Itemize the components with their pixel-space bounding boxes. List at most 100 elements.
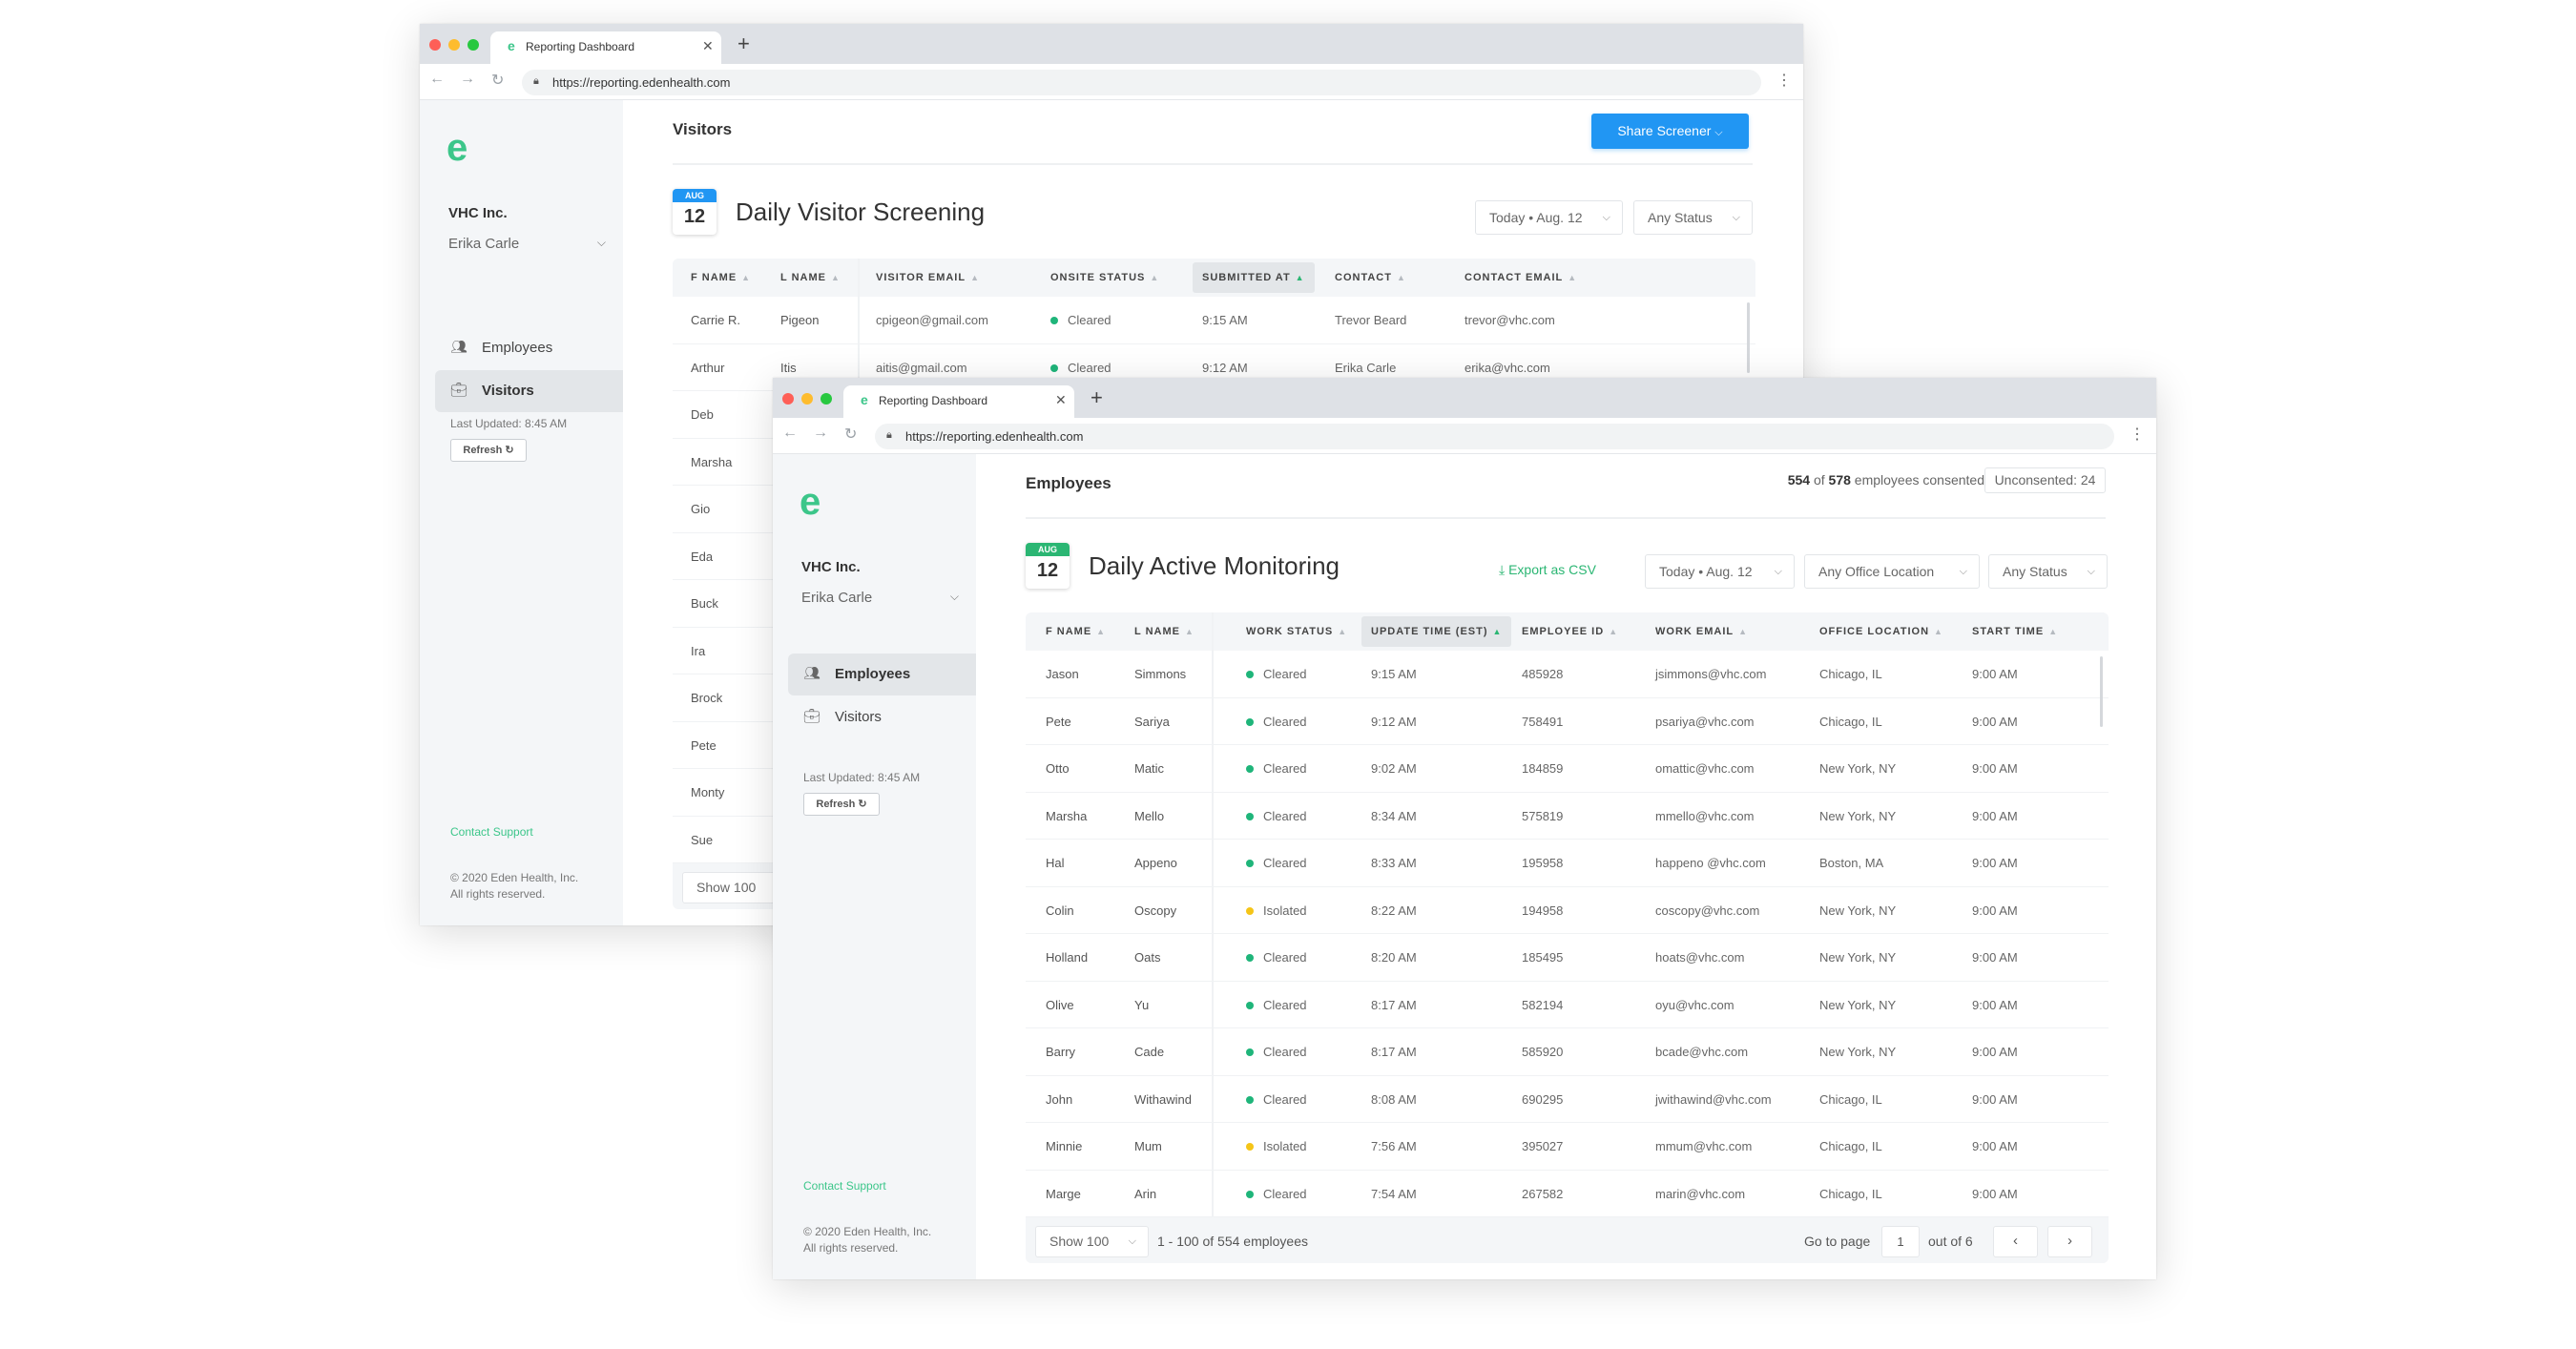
column-header[interactable]: EMPLOYEE ID ▲ bbox=[1522, 612, 1618, 651]
close-window-button[interactable] bbox=[429, 39, 441, 51]
sort-arrow-icon: ▲ bbox=[1295, 273, 1305, 282]
cell-text: 184859 bbox=[1522, 761, 1564, 776]
close-tab-icon[interactable]: ✕ bbox=[1055, 392, 1067, 407]
browser-menu-icon[interactable]: ⋮ bbox=[2129, 426, 2145, 443]
date-filter[interactable]: Today • Aug. 12 ⌵ bbox=[1475, 200, 1623, 235]
contact-support-link[interactable]: Contact Support bbox=[803, 1179, 886, 1193]
sidebar-item-visitors[interactable]: 💼︎ Visitors bbox=[788, 696, 976, 738]
cell-text: Arin bbox=[1134, 1186, 1157, 1201]
cell-text: 8:33 AM bbox=[1371, 856, 1417, 870]
table-cell: 9:12 AM bbox=[1202, 344, 1248, 391]
export-csv-button[interactable]: ⤓ Export as CSV bbox=[1499, 562, 1596, 578]
table-cell: 9:00 AM bbox=[1972, 840, 2018, 886]
back-arrow-icon[interactable]: ← bbox=[429, 71, 445, 87]
close-tab-icon[interactable]: ✕ bbox=[702, 38, 714, 53]
cell-text: 7:56 AM bbox=[1371, 1139, 1417, 1153]
status-filter[interactable]: Any Status ⌵ bbox=[1988, 554, 2108, 589]
sidebar-item-employees[interactable]: 👥︎ Employees bbox=[788, 654, 976, 695]
cell-text: Cleared bbox=[1263, 1045, 1307, 1059]
table-row[interactable]: Pete Sariya Cleared 9:12 AM 758491 psariya@vh… bbox=[1026, 698, 2109, 745]
office-location-filter[interactable]: Any Office Location ⌵ bbox=[1804, 554, 1980, 589]
column-header[interactable]: WORK EMAIL ▲ bbox=[1655, 612, 1748, 651]
column-header[interactable]: SUBMITTED AT ▲ bbox=[1193, 262, 1315, 293]
table-scrollbar[interactable] bbox=[2100, 656, 2103, 727]
column-header[interactable]: UPDATE TIME (EST) ▲ bbox=[1361, 616, 1512, 647]
share-screener-button[interactable]: Share Screener ⌵ bbox=[1591, 114, 1749, 149]
chevron-down-icon: ⌵ bbox=[2087, 566, 2095, 577]
table-cell: 758491 bbox=[1522, 698, 1563, 745]
column-header[interactable]: START TIME ▲ bbox=[1972, 612, 2058, 651]
cell-text: Marsha bbox=[691, 454, 733, 469]
status-dot-icon bbox=[1246, 1001, 1254, 1009]
column-header[interactable]: OFFICE LOCATION ▲ bbox=[1819, 612, 1943, 651]
user-dropdown[interactable]: Erika Carle ⌵ bbox=[448, 236, 606, 252]
sidebar-item-employees[interactable]: 👥︎ Employees bbox=[435, 327, 623, 369]
sidebar-item-label: Visitors bbox=[482, 383, 534, 399]
column-header[interactable]: CONTACT ▲ bbox=[1335, 259, 1406, 297]
url-field[interactable]: 🔒︎ https://reporting.edenhealth.com bbox=[522, 70, 1761, 95]
table-row[interactable]: Olive Yu Cleared 8:17 AM 582194 oyu@vhc.com Ne… bbox=[1026, 982, 2109, 1028]
table-scrollbar[interactable] bbox=[1747, 302, 1750, 373]
column-header[interactable]: F NAME ▲ bbox=[1046, 612, 1106, 651]
user-dropdown[interactable]: Erika Carle ⌵ bbox=[801, 590, 959, 606]
minimize-window-button[interactable] bbox=[801, 393, 813, 405]
table-row[interactable]: Otto Matic Cleared 9:02 AM 184859 omattic@vhc… bbox=[1026, 745, 2109, 793]
page-size-label: Show 100 bbox=[696, 880, 757, 895]
page-number-input[interactable]: 1 bbox=[1881, 1226, 1920, 1257]
table-row[interactable]: Jason Simmons Cleared 9:15 AM 485928 jsimmons… bbox=[1026, 651, 2109, 698]
table-row[interactable]: Colin Oscopy Isolated 8:22 AM 194958 coscopy@… bbox=[1026, 887, 2109, 934]
status-dot-icon bbox=[1246, 860, 1254, 867]
back-arrow-icon[interactable]: ← bbox=[782, 425, 798, 441]
table-row[interactable]: Minnie Mum Isolated 7:56 AM 395027 mmum@vhc.c… bbox=[1026, 1123, 2109, 1171]
reload-icon[interactable]: ↻ bbox=[844, 426, 858, 443]
table-cell: 7:56 AM bbox=[1371, 1123, 1417, 1170]
cell-text: Brock bbox=[691, 691, 723, 705]
url-text: https://reporting.edenhealth.com bbox=[905, 429, 1084, 444]
contact-support-link[interactable]: Contact Support bbox=[450, 825, 533, 839]
column-header[interactable]: CONTACT EMAIL ▲ bbox=[1465, 259, 1577, 297]
maximize-window-button[interactable] bbox=[467, 39, 479, 51]
sidebar-item-visitors[interactable]: 💼︎ Visitors bbox=[435, 370, 623, 412]
cell-text: Cleared bbox=[1263, 714, 1307, 729]
address-bar: ← → ↻ 🔒︎ https://reporting.edenhealth.co… bbox=[420, 64, 1803, 100]
cell-text: Cleared bbox=[1263, 997, 1307, 1012]
forward-arrow-icon[interactable]: → bbox=[813, 425, 828, 441]
url-field[interactable]: 🔒︎ https://reporting.edenhealth.com bbox=[875, 424, 2114, 449]
cell-text: Mum bbox=[1134, 1139, 1162, 1153]
table-row[interactable]: John Withawind Cleared 8:08 AM 690295 jwithaw… bbox=[1026, 1076, 2109, 1123]
new-tab-icon[interactable]: + bbox=[737, 31, 750, 55]
new-tab-icon[interactable]: + bbox=[1091, 385, 1103, 409]
table-cell: 8:34 AM bbox=[1371, 793, 1417, 840]
column-label: F NAME bbox=[1046, 626, 1092, 637]
table-cell: 185495 bbox=[1522, 934, 1563, 981]
reload-icon[interactable]: ↻ bbox=[491, 73, 505, 89]
column-header[interactable]: F NAME ▲ bbox=[691, 259, 751, 297]
date-filter[interactable]: Today • Aug. 12 ⌵ bbox=[1645, 554, 1795, 589]
previous-page-button[interactable]: ‹ bbox=[1993, 1226, 2038, 1257]
table-row[interactable]: Hal Appeno Cleared 8:33 AM 195958 happeno @vh… bbox=[1026, 840, 2109, 887]
refresh-button[interactable]: Refresh ↻ bbox=[803, 793, 880, 816]
table-row[interactable]: Holland Oats Cleared 8:20 AM 185495 hoats@vhc… bbox=[1026, 934, 2109, 982]
column-header[interactable]: VISITOR EMAIL ▲ bbox=[876, 259, 980, 297]
close-window-button[interactable] bbox=[782, 393, 794, 405]
page-size-select[interactable]: Show 100 ⌵ bbox=[1035, 1226, 1149, 1257]
next-page-button[interactable]: › bbox=[2047, 1226, 2092, 1257]
briefcase-icon: 💼︎ bbox=[803, 708, 821, 723]
column-header[interactable]: L NAME ▲ bbox=[1134, 612, 1195, 651]
status-filter[interactable]: Any Status ⌵ bbox=[1633, 200, 1753, 235]
column-header[interactable]: ONSITE STATUS ▲ bbox=[1050, 259, 1159, 297]
table-row[interactable]: Barry Cade Cleared 8:17 AM 585920 bcade@vhc.c… bbox=[1026, 1028, 2109, 1076]
maximize-window-button[interactable] bbox=[821, 393, 832, 405]
table-row[interactable]: Marge Arin Cleared 7:54 AM 267582 marin@vhc.c… bbox=[1026, 1171, 2109, 1217]
table-row[interactable]: Marsha Mello Cleared 8:34 AM 575819 mmello@vh… bbox=[1026, 793, 2109, 840]
minimize-window-button[interactable] bbox=[448, 39, 460, 51]
column-header[interactable]: L NAME ▲ bbox=[780, 259, 841, 297]
browser-menu-icon[interactable]: ⋮ bbox=[1776, 73, 1792, 89]
column-header[interactable]: WORK STATUS ▲ bbox=[1246, 612, 1347, 651]
browser-tab[interactable]: e Reporting Dashboard ✕ bbox=[843, 385, 1074, 418]
forward-arrow-icon[interactable]: → bbox=[460, 71, 475, 87]
table-cell: Buck bbox=[691, 580, 718, 627]
browser-tab[interactable]: e Reporting Dashboard ✕ bbox=[490, 31, 721, 64]
refresh-button[interactable]: Refresh ↻ bbox=[450, 439, 527, 462]
table-row[interactable]: Carrie R. Pigeon cpigeon@gmail.com Cleared 9… bbox=[673, 297, 1755, 344]
